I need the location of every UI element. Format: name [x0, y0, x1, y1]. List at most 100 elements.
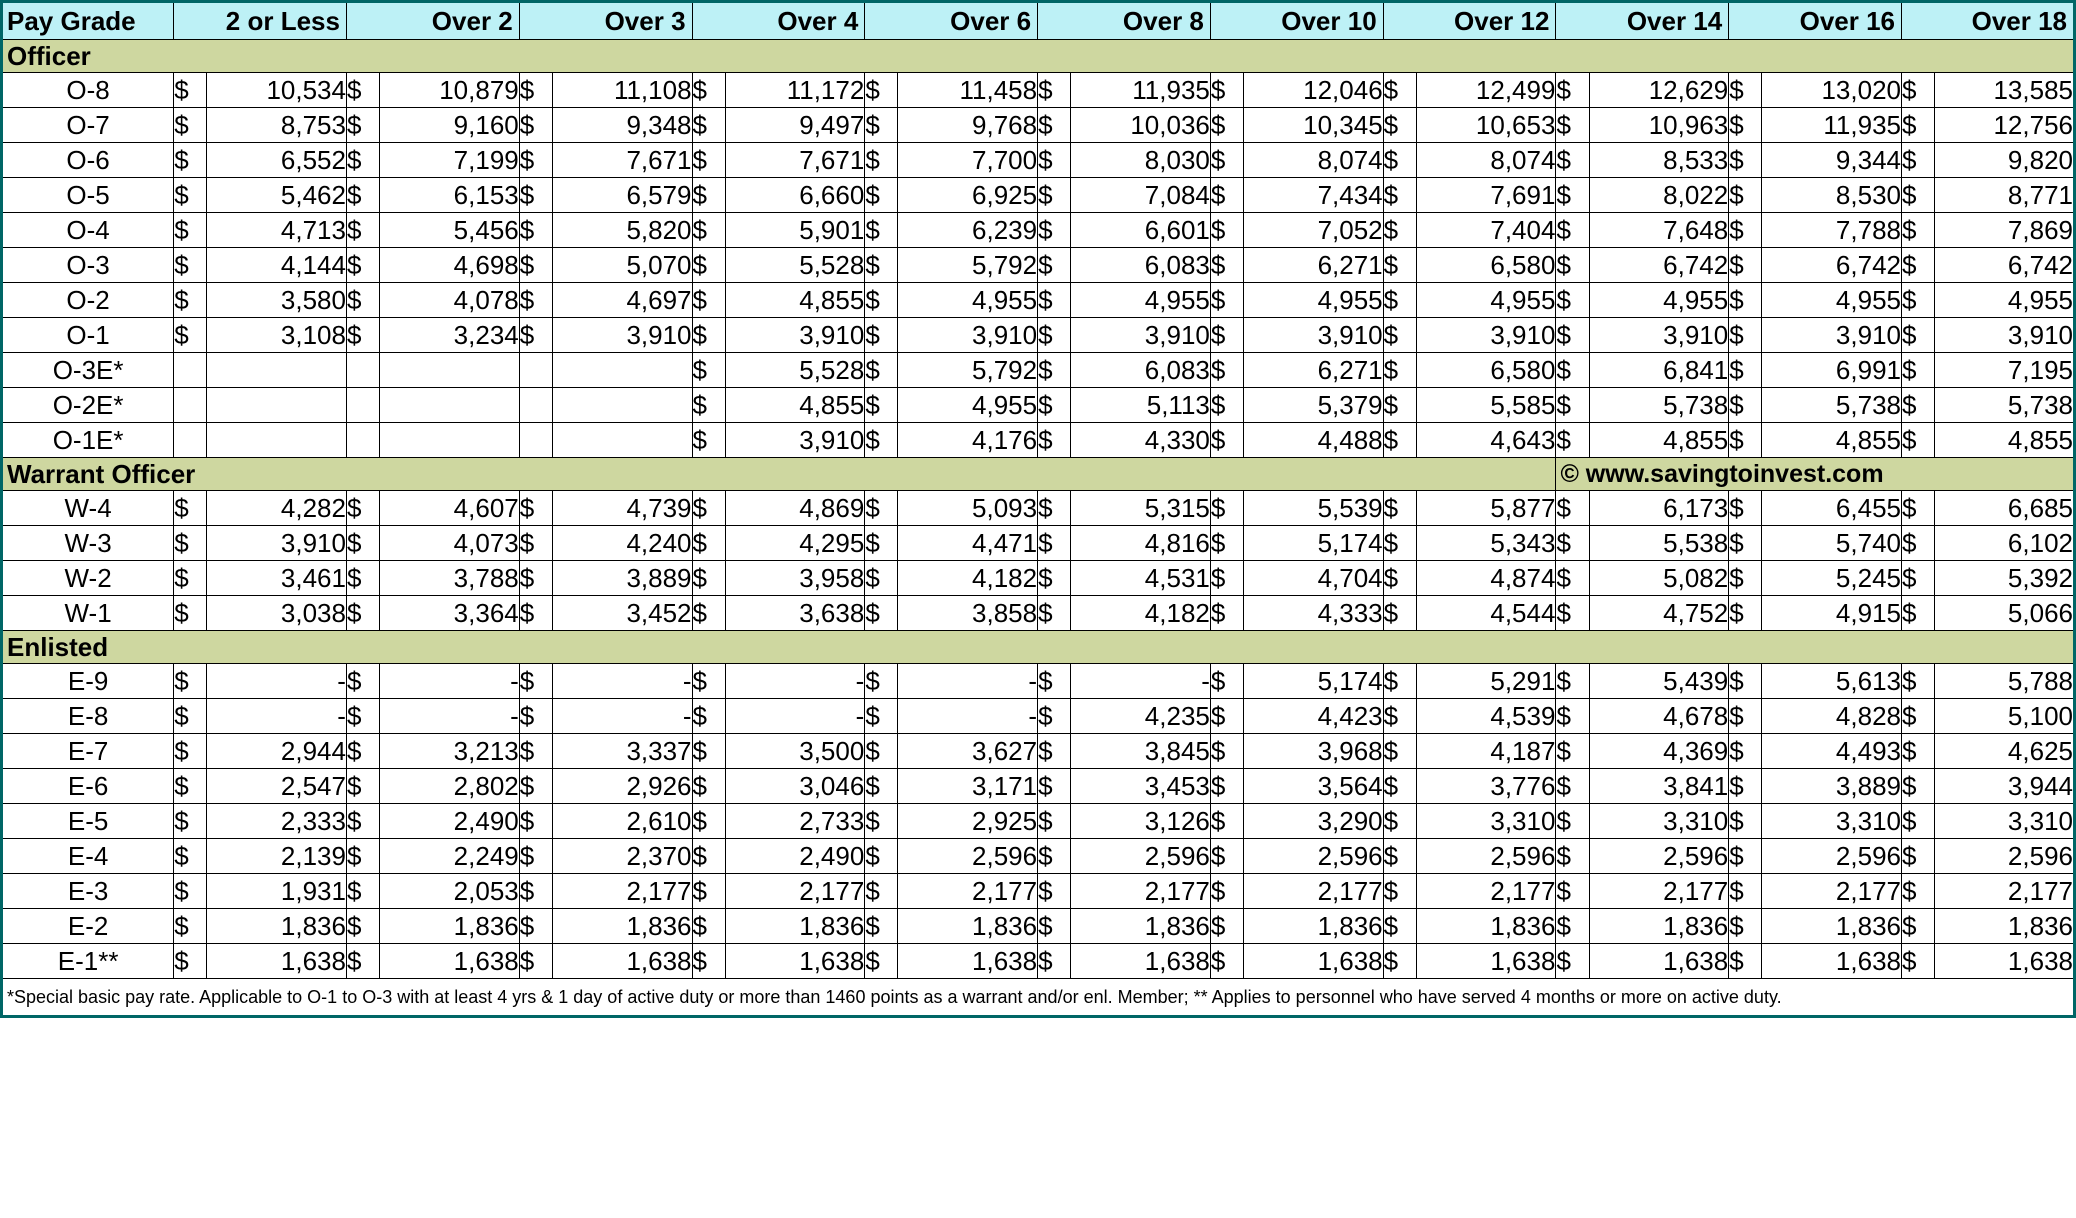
currency-symbol-cell: $	[174, 213, 207, 248]
pay-value-cell	[552, 353, 692, 388]
table-row: W-2$3,461$3,788$3,889$3,958$4,182$4,531$…	[2, 561, 2075, 596]
pay-grade-cell: O-3	[2, 248, 174, 283]
pay-value-cell: 5,788	[1935, 664, 2075, 699]
pay-value-cell: 3,046	[725, 769, 865, 804]
currency-symbol-cell: $	[174, 769, 207, 804]
currency-symbol-cell: $	[1729, 423, 1762, 458]
currency-symbol-cell: $	[1038, 909, 1071, 944]
pay-value-cell: 3,776	[1416, 769, 1556, 804]
currency-symbol-cell: $	[692, 596, 725, 631]
currency-symbol-cell: $	[1383, 388, 1416, 423]
pay-value-cell: 2,926	[552, 769, 692, 804]
currency-symbol-cell	[519, 353, 552, 388]
pay-value-cell: 4,855	[725, 388, 865, 423]
pay-value-cell: 3,234	[380, 318, 520, 353]
pay-value-cell: 9,768	[898, 108, 1038, 143]
pay-value-cell: 5,291	[1416, 664, 1556, 699]
currency-symbol-cell: $	[1902, 318, 1935, 353]
pay-value-cell: 3,171	[898, 769, 1038, 804]
table-row: E-9$-$-$-$-$-$-$5,174$5,291$5,439$5,613$…	[2, 664, 2075, 699]
currency-symbol-cell: $	[1729, 839, 1762, 874]
currency-symbol-cell: $	[1902, 353, 1935, 388]
pay-value-cell: 7,671	[725, 143, 865, 178]
currency-symbol-cell: $	[1556, 596, 1589, 631]
pay-value-cell: 8,771	[1935, 178, 2075, 213]
pay-value-cell: 6,455	[1762, 491, 1902, 526]
currency-symbol-cell: $	[1556, 143, 1589, 178]
pay-value-cell	[207, 353, 347, 388]
currency-symbol-cell: $	[1902, 388, 1935, 423]
pay-value-cell: 4,678	[1589, 699, 1729, 734]
pay-value-cell: 11,172	[725, 73, 865, 108]
currency-symbol-cell: $	[346, 178, 379, 213]
pay-value-cell: 4,855	[725, 283, 865, 318]
currency-symbol-cell: $	[692, 178, 725, 213]
currency-symbol-cell: $	[1729, 561, 1762, 596]
currency-symbol-cell: $	[1556, 423, 1589, 458]
pay-value-cell: 8,030	[1071, 143, 1211, 178]
currency-symbol-cell: $	[692, 143, 725, 178]
pay-value-cell: 5,901	[725, 213, 865, 248]
pay-value-cell: 6,601	[1071, 213, 1211, 248]
currency-symbol-cell: $	[1038, 839, 1071, 874]
currency-symbol-cell: $	[1038, 944, 1071, 979]
currency-symbol-cell: $	[519, 944, 552, 979]
currency-symbol-cell: $	[346, 561, 379, 596]
pay-value-cell: 3,580	[207, 283, 347, 318]
currency-symbol-cell: $	[1902, 909, 1935, 944]
currency-symbol-cell: $	[865, 491, 898, 526]
currency-symbol-cell: $	[174, 178, 207, 213]
currency-symbol-cell: $	[1038, 108, 1071, 143]
currency-symbol-cell: $	[346, 108, 379, 143]
col-header: Over 16	[1729, 2, 1902, 40]
pay-value-cell: 4,078	[380, 283, 520, 318]
currency-symbol-cell	[346, 353, 379, 388]
pay-value-cell: 3,310	[1589, 804, 1729, 839]
currency-symbol-cell: $	[692, 283, 725, 318]
pay-value-cell: 10,879	[380, 73, 520, 108]
pay-value-cell: 4,539	[1416, 699, 1556, 734]
pay-value-cell: 11,935	[1762, 108, 1902, 143]
pay-value-cell: 10,036	[1071, 108, 1211, 143]
pay-value-cell: 2,177	[1589, 874, 1729, 909]
currency-symbol-cell: $	[1902, 248, 1935, 283]
currency-symbol-cell: $	[1038, 423, 1071, 458]
currency-symbol-cell: $	[1210, 874, 1243, 909]
pay-grade-cell: O-8	[2, 73, 174, 108]
pay-value-cell: 5,082	[1589, 561, 1729, 596]
currency-symbol-cell: $	[1556, 388, 1589, 423]
pay-value-cell: 4,855	[1935, 423, 2075, 458]
pay-value-cell: 6,239	[898, 213, 1038, 248]
currency-symbol-cell: $	[1383, 213, 1416, 248]
currency-symbol-cell: $	[519, 526, 552, 561]
col-header: Over 18	[1902, 2, 2075, 40]
currency-symbol-cell: $	[1383, 769, 1416, 804]
pay-value-cell: 8,074	[1244, 143, 1384, 178]
pay-value-cell: 5,585	[1416, 388, 1556, 423]
pay-value-cell: 5,528	[725, 248, 865, 283]
currency-symbol-cell: $	[1210, 491, 1243, 526]
pay-value-cell: 8,753	[207, 108, 347, 143]
currency-symbol-cell: $	[1902, 526, 1935, 561]
currency-symbol-cell: $	[1556, 699, 1589, 734]
currency-symbol-cell: $	[865, 944, 898, 979]
currency-symbol-cell: $	[1383, 526, 1416, 561]
pay-value-cell: 5,820	[552, 213, 692, 248]
currency-symbol-cell: $	[1038, 734, 1071, 769]
currency-symbol-cell: $	[865, 596, 898, 631]
pay-value-cell: 9,160	[380, 108, 520, 143]
currency-symbol-cell: $	[1729, 909, 1762, 944]
pay-value-cell: 4,544	[1416, 596, 1556, 631]
pay-value-cell: 2,249	[380, 839, 520, 874]
pay-value-cell: 4,955	[1416, 283, 1556, 318]
currency-symbol-cell: $	[1729, 318, 1762, 353]
currency-symbol-cell: $	[1383, 561, 1416, 596]
currency-symbol-cell: $	[1210, 213, 1243, 248]
pay-value-cell: 3,845	[1071, 734, 1211, 769]
pay-value-cell: -	[207, 664, 347, 699]
currency-symbol-cell: $	[519, 178, 552, 213]
footnote-row: *Special basic pay rate. Applicable to O…	[2, 979, 2075, 1017]
pay-value-cell: 2,490	[725, 839, 865, 874]
currency-symbol-cell: $	[1556, 944, 1589, 979]
currency-symbol-cell: $	[1038, 664, 1071, 699]
